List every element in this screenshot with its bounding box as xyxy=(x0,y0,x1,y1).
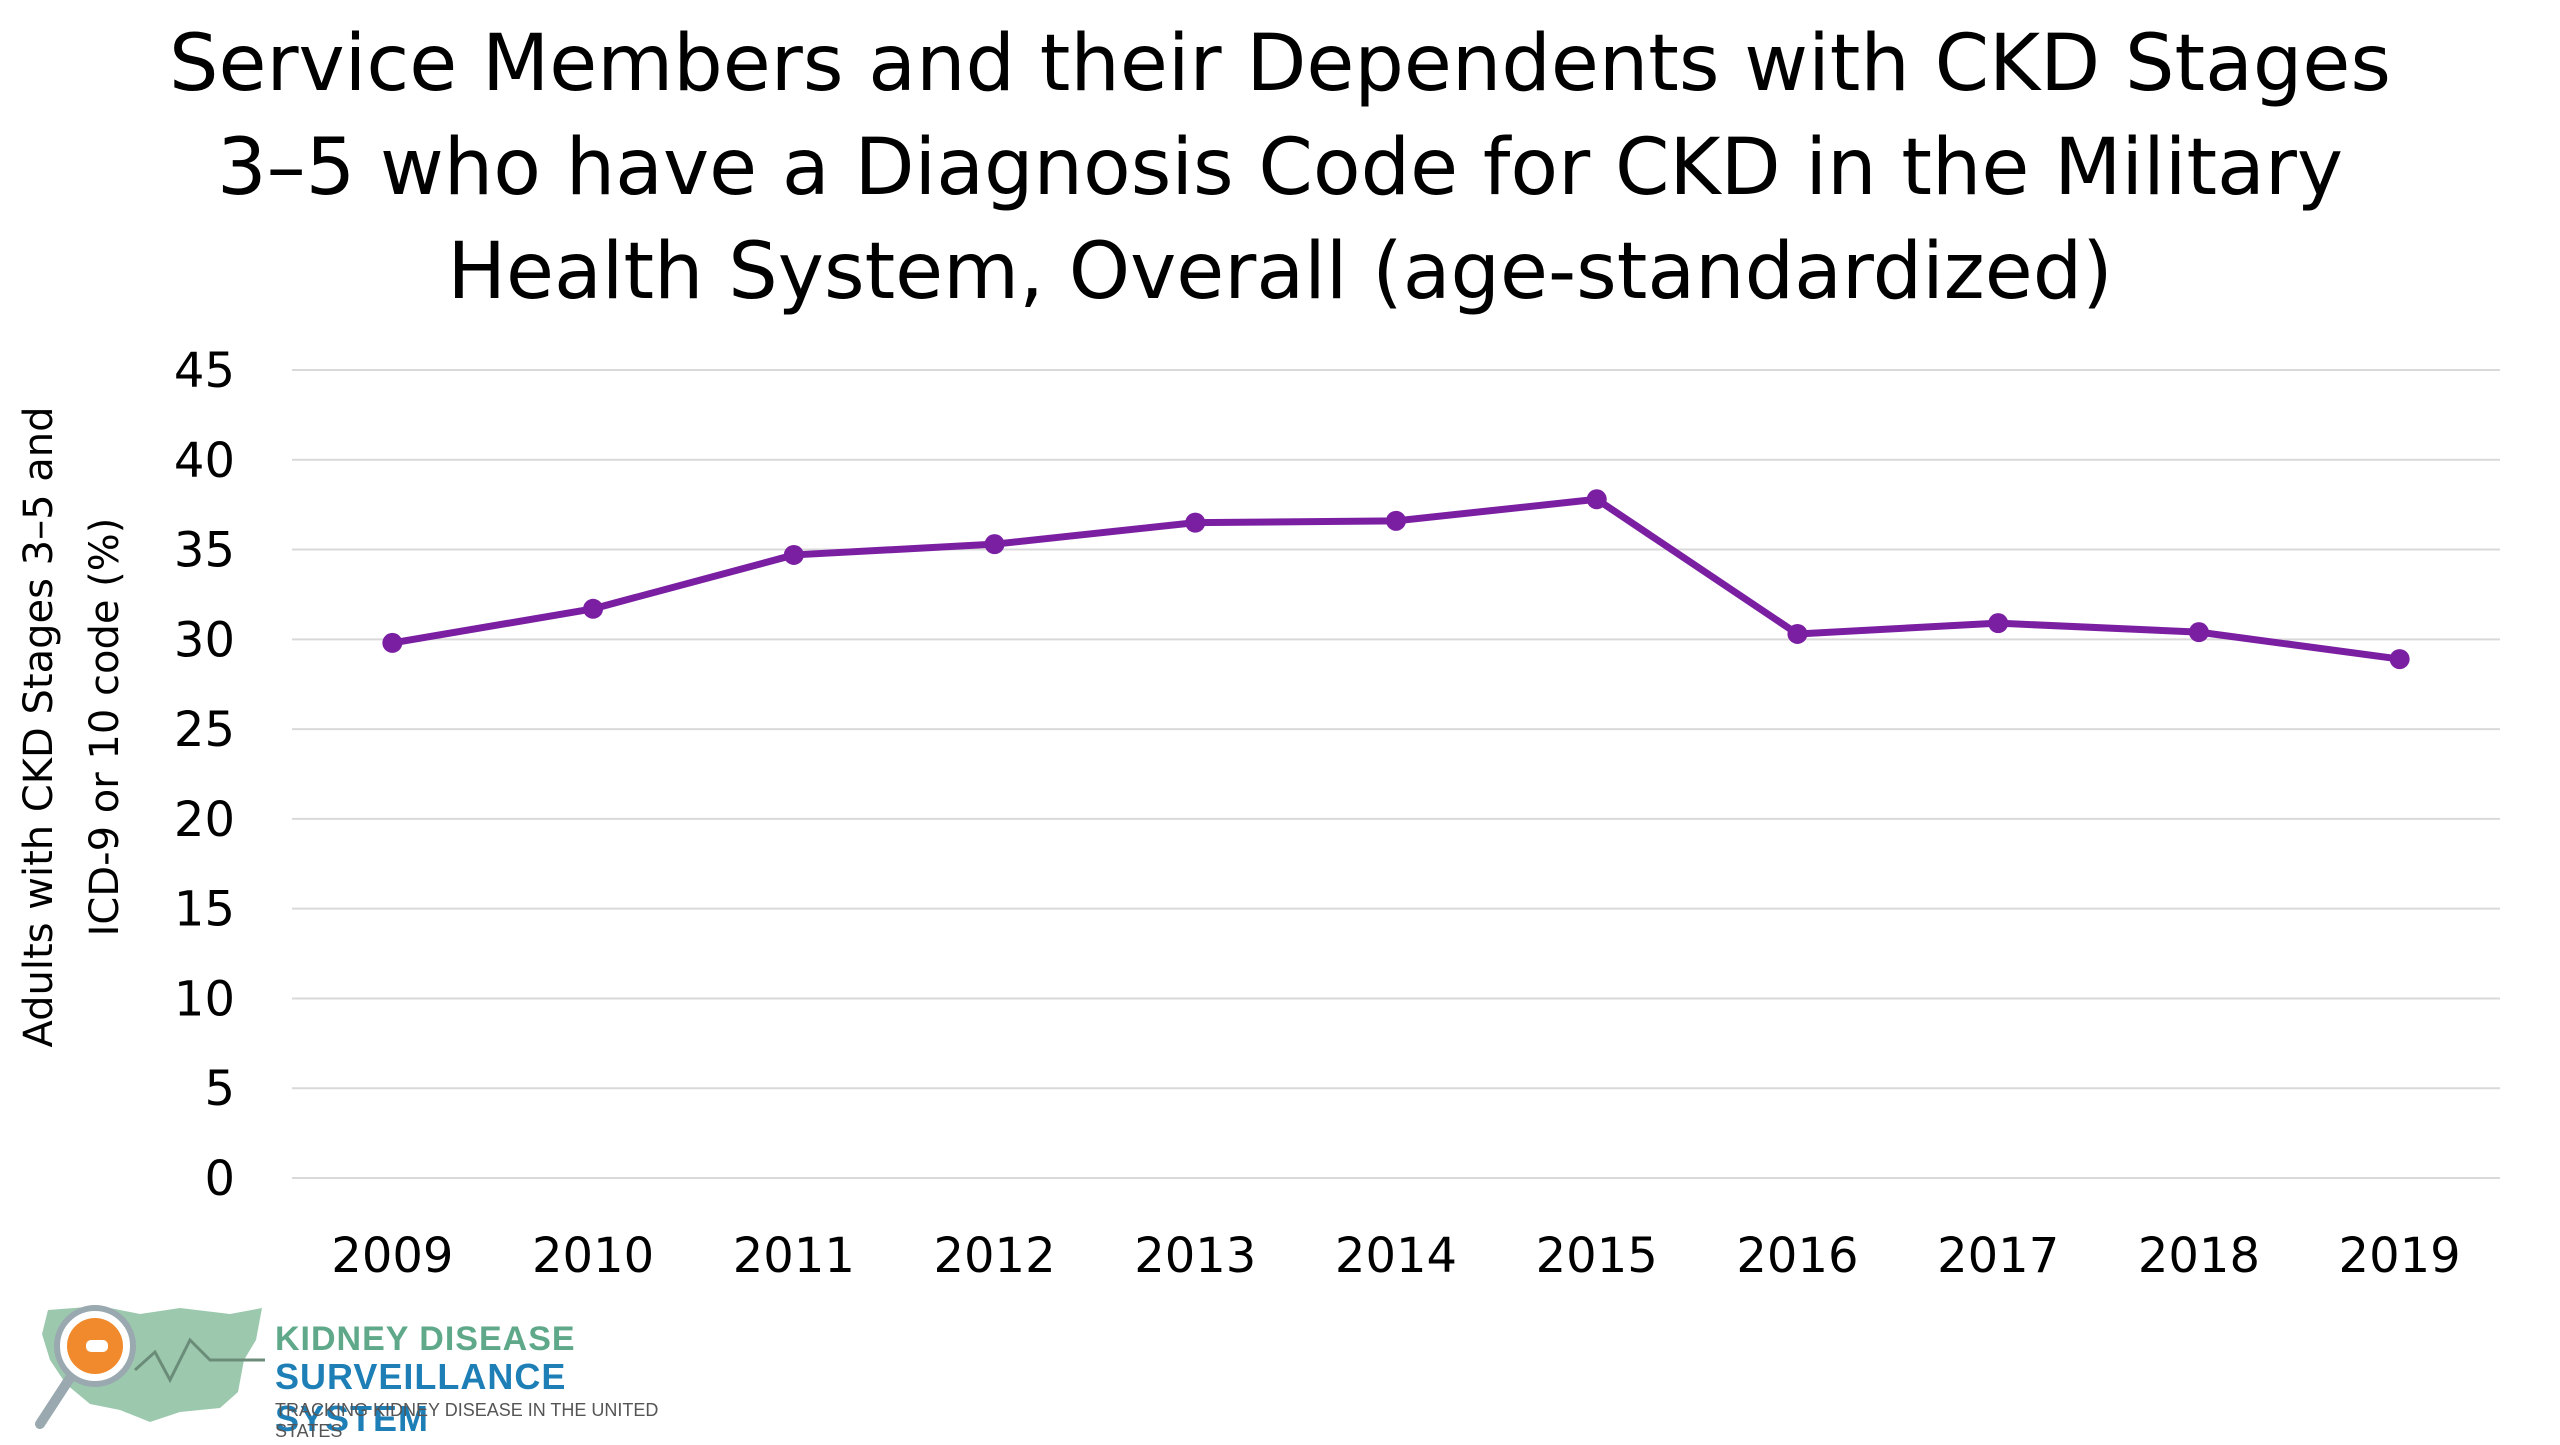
data-point-2017 xyxy=(1988,613,2009,634)
x-tick-label: 2015 xyxy=(1536,1228,1658,1284)
logo-line2: SURVEILLANCE SYSTEM xyxy=(275,1356,567,1439)
y-tick-label: 10 xyxy=(174,971,235,1027)
x-tick-label: 2018 xyxy=(2138,1228,2260,1284)
data-point-2015 xyxy=(1586,489,1607,510)
gridlines xyxy=(292,369,2500,1179)
x-tick-label: 2011 xyxy=(733,1228,855,1284)
chart-title: Service Members and their Dependents wit… xyxy=(168,19,2392,317)
data-point-2016 xyxy=(1787,623,1808,644)
kdss-logo: KIDNEY DISEASE SURVEILLANCE SYSTEM TRACK… xyxy=(30,1300,730,1441)
chart-title-container: Service Members and their Dependents wit… xyxy=(0,12,2560,324)
data-point-2010 xyxy=(583,598,604,619)
series-layer xyxy=(382,489,2410,670)
y-axis-title-line2: ICD-9 or 10 code (%) xyxy=(82,518,128,937)
x-tick-label: 2010 xyxy=(532,1228,654,1284)
x-tick-label: 2019 xyxy=(2339,1228,2461,1284)
data-point-2014 xyxy=(1386,510,1406,531)
data-point-2019 xyxy=(2389,649,2410,670)
logo-tagline: TRACKING KIDNEY DISEASE IN THE UNITED ST… xyxy=(275,1400,659,1441)
y-tick-label: 35 xyxy=(174,523,235,579)
y-tick-label: 25 xyxy=(174,702,235,758)
data-point-2011 xyxy=(783,544,804,565)
y-tick-label: 5 xyxy=(204,1061,235,1117)
x-tick-label: 2013 xyxy=(1134,1228,1256,1284)
y-tick-label: 0 xyxy=(204,1151,235,1207)
x-tick-labels: 2009 2010 2011 2012 2013 2014 2015 2016 2017 2018… xyxy=(331,1228,2460,1284)
x-tick-label: 2017 xyxy=(1937,1228,2059,1284)
magnifier-us-map-icon xyxy=(35,1305,265,1429)
y-tick-label: 30 xyxy=(174,612,235,668)
y-tick-label: 45 xyxy=(174,343,235,399)
data-point-2012 xyxy=(984,534,1005,555)
x-tick-label: 2016 xyxy=(1736,1228,1858,1284)
y-tick-label: 20 xyxy=(174,792,235,848)
data-point-2018 xyxy=(2188,622,2209,643)
x-tick-label: 2009 xyxy=(331,1228,453,1284)
y-axis-title-line1: Adults with CKD Stages 3–5 and xyxy=(16,406,62,1047)
x-tick-label: 2012 xyxy=(933,1228,1055,1284)
data-point-2009 xyxy=(382,632,403,653)
x-tick-label: 2014 xyxy=(1335,1228,1457,1284)
y-tick-label: 40 xyxy=(174,433,235,489)
y-tick-label: 15 xyxy=(174,882,235,938)
data-point-2013 xyxy=(1185,512,1206,533)
y-tick-labels: 0 5 10 15 20 25 30 35 40 45 xyxy=(174,343,235,1207)
logo-line1: KIDNEY DISEASE xyxy=(275,1320,576,1358)
